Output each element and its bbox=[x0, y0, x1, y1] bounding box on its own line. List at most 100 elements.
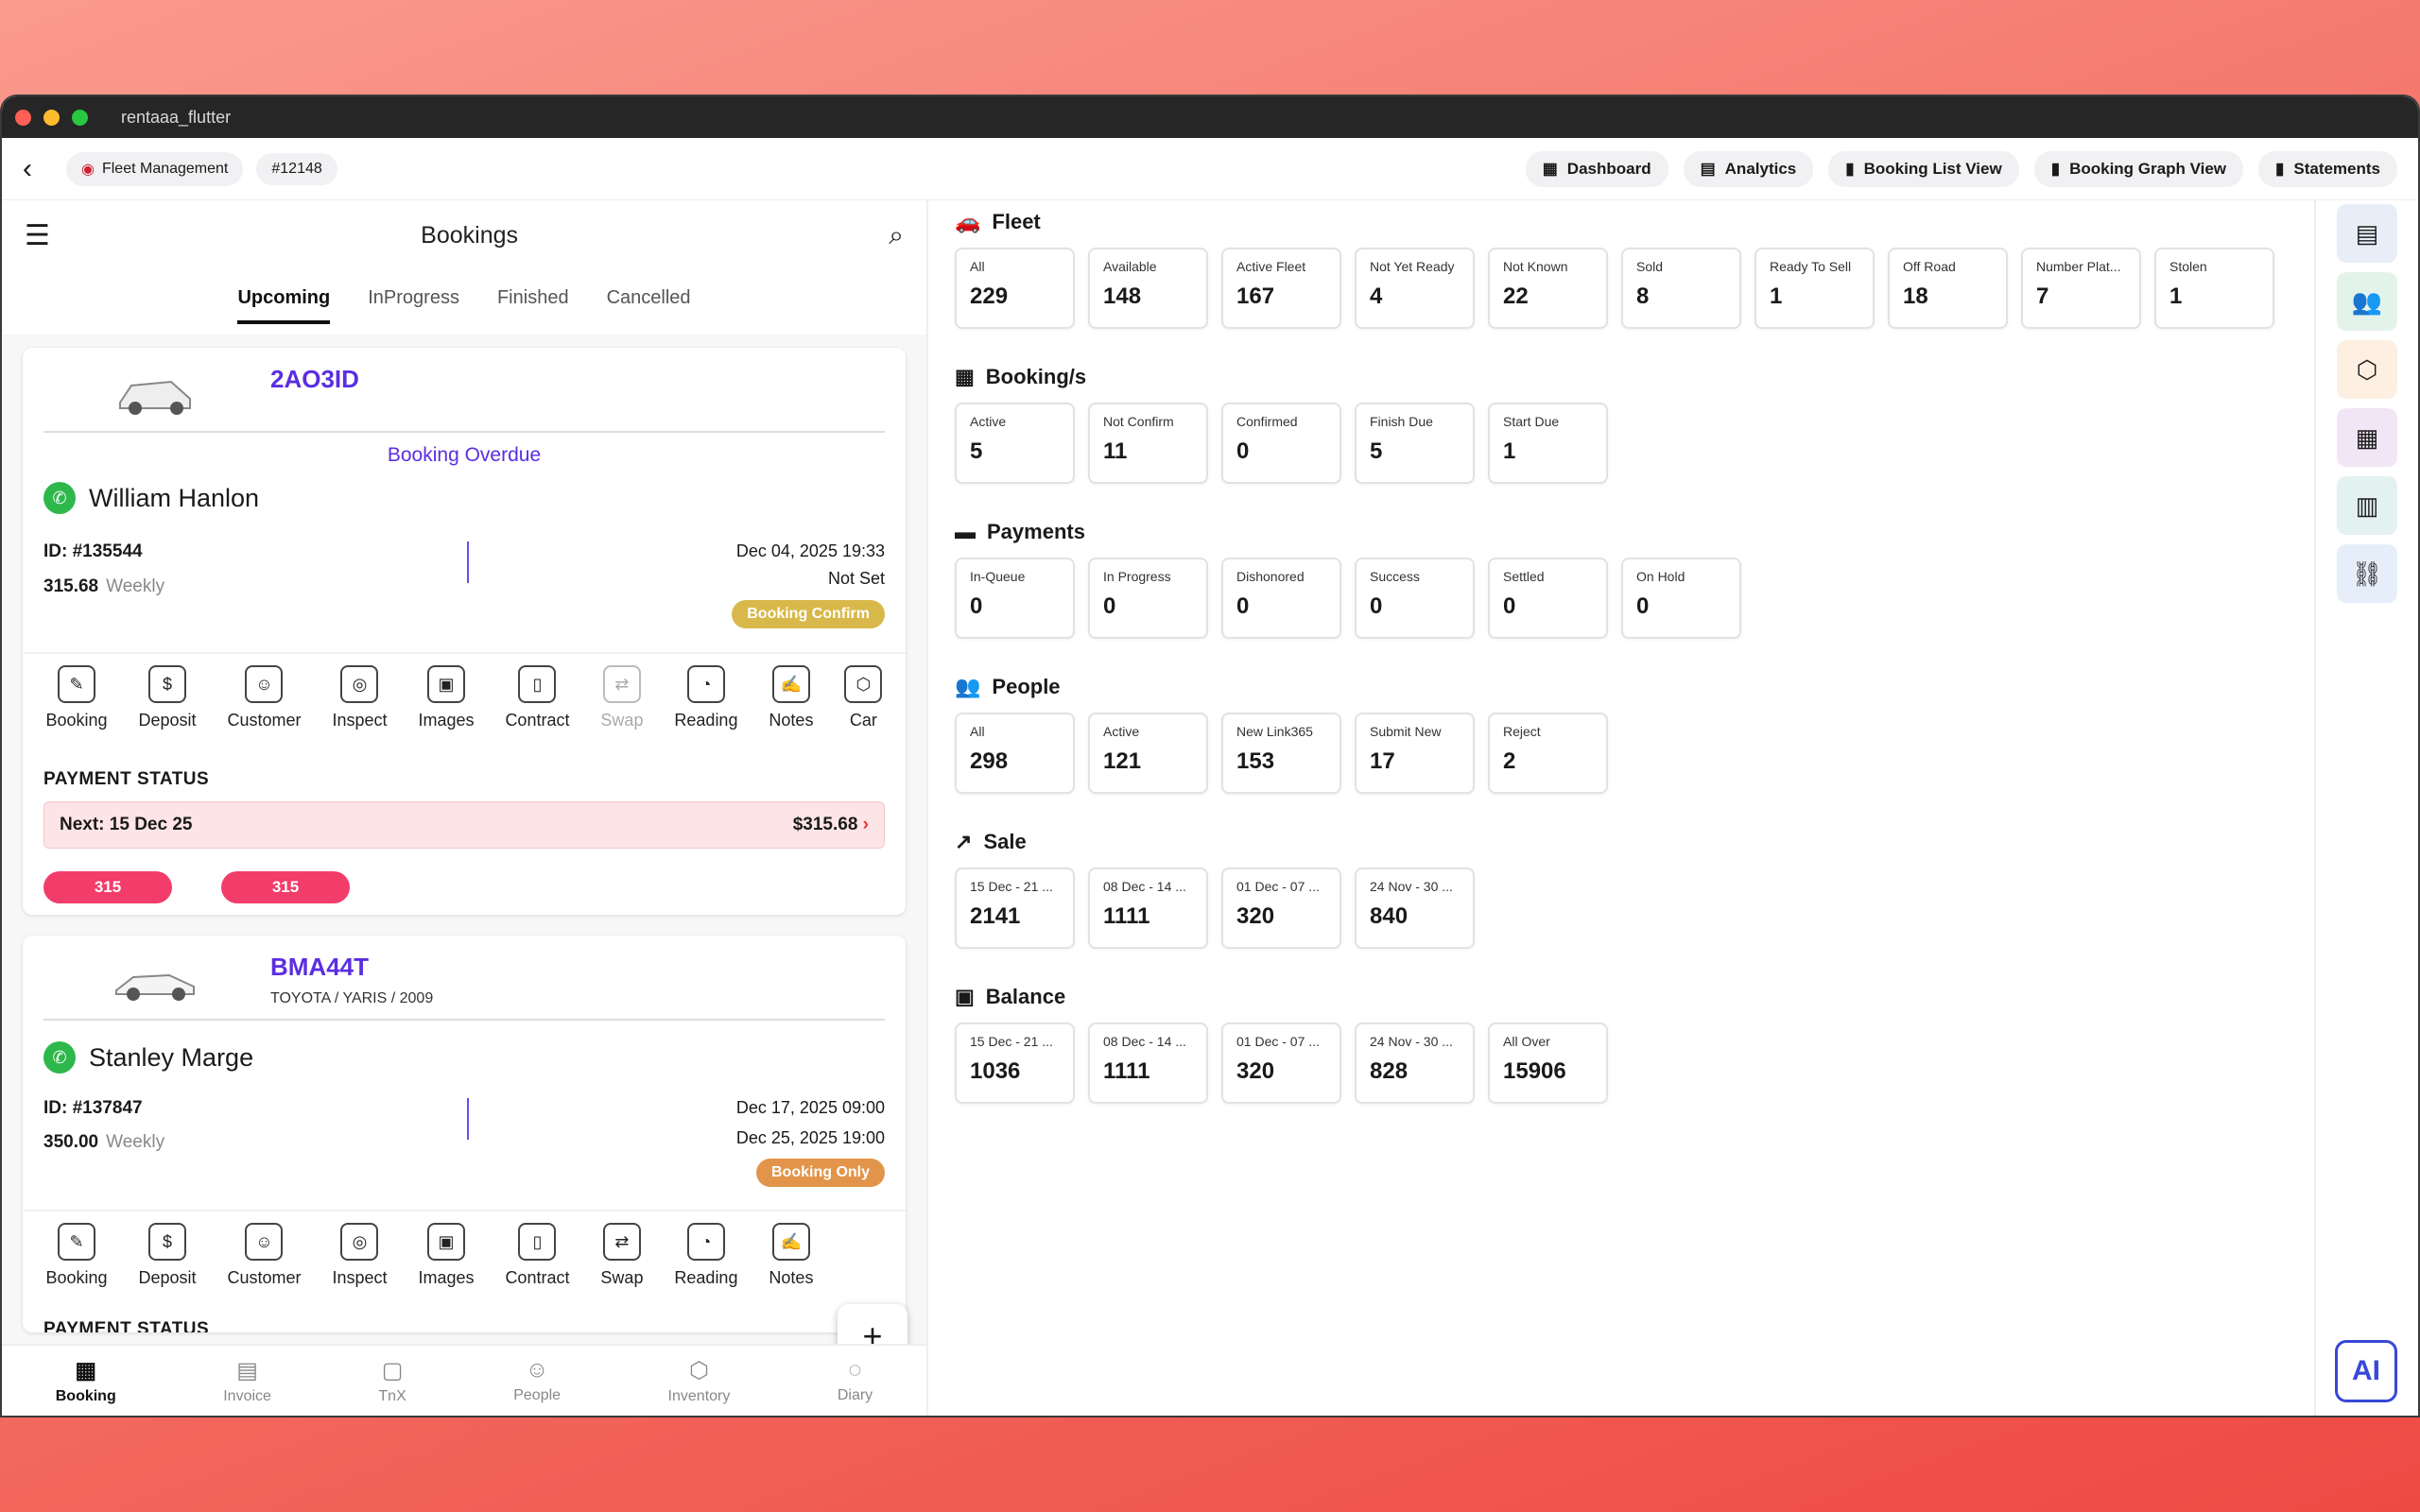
menu-icon[interactable]: ☰ bbox=[25, 219, 50, 251]
nav-diary[interactable]: ◌ Diary bbox=[837, 1357, 873, 1403]
stat-tile[interactable]: 15 Dec - 21 ... 2141 bbox=[955, 868, 1075, 949]
stat-tile[interactable]: In Progress 0 bbox=[1088, 558, 1208, 639]
stat-tile[interactable]: Off Road 18 bbox=[1888, 248, 2008, 329]
action-car[interactable]: ⬡ Car bbox=[844, 665, 883, 748]
booking-card[interactable]: 2AO3ID Booking Overdue ✆ William Hanlon I… bbox=[23, 348, 906, 915]
action-images[interactable]: ▣ Images bbox=[418, 665, 474, 748]
stat-tile[interactable]: 01 Dec - 07 ... 320 bbox=[1221, 1022, 1341, 1104]
stat-tile[interactable]: 24 Nov - 30 ... 840 bbox=[1355, 868, 1475, 949]
customer-row[interactable]: ✆ William Hanlon bbox=[43, 482, 259, 514]
ai-assistant-button[interactable]: AI bbox=[2335, 1340, 2397, 1402]
stat-tile[interactable]: New Link365 153 bbox=[1221, 713, 1341, 794]
stat-tile[interactable]: Sold 8 bbox=[1621, 248, 1741, 329]
analytics-button[interactable]: ▤ Analytics bbox=[1683, 150, 1814, 187]
status-badge[interactable]: Booking Confirm bbox=[732, 600, 885, 628]
payment-pill[interactable]: 315 bbox=[221, 871, 350, 903]
box-icon[interactable]: ⬡ bbox=[2337, 340, 2397, 399]
action-swap[interactable]: ⇄ Swap bbox=[600, 1223, 643, 1306]
people-icon: ☺ bbox=[525, 1357, 549, 1383]
nav-invoice[interactable]: ▤ Invoice bbox=[223, 1357, 271, 1404]
link-icon[interactable]: ⛓ bbox=[2337, 544, 2397, 603]
car-plate[interactable]: 2AO3ID bbox=[270, 365, 359, 393]
fleet-management-chip[interactable]: ◉ Fleet Management bbox=[66, 151, 244, 186]
action-swap[interactable]: ⇄ Swap bbox=[600, 665, 643, 748]
stat-tile[interactable]: Not Yet Ready 4 bbox=[1355, 248, 1475, 329]
action-notes[interactable]: ✍ Notes bbox=[769, 1223, 813, 1306]
status-badge[interactable]: Booking Only bbox=[756, 1159, 885, 1187]
tab-inprogress[interactable]: InProgress bbox=[368, 287, 459, 308]
minimize-window-button[interactable] bbox=[43, 109, 60, 126]
stat-tile[interactable]: Settled 0 bbox=[1488, 558, 1608, 639]
next-payment-row[interactable]: Next: 15 Dec 25 $315.68 › bbox=[43, 801, 885, 849]
stat-tile[interactable]: 24 Nov - 30 ... 828 bbox=[1355, 1022, 1475, 1104]
card-actions: ✎ Booking $ Deposit ☺ Customer ◎ Inspect ▣ Im… bbox=[23, 1210, 906, 1306]
stat-tile[interactable]: Not Confirm 11 bbox=[1088, 403, 1208, 484]
stat-tile[interactable]: Stolen 1 bbox=[2154, 248, 2274, 329]
nav-tnx[interactable]: ▢ TnX bbox=[378, 1357, 406, 1404]
payment-pill[interactable]: 315 bbox=[43, 871, 172, 903]
phone-icon[interactable]: ✆ bbox=[43, 482, 76, 514]
action-deposit[interactable]: $ Deposit bbox=[138, 665, 197, 748]
people-section: 👥 People All 298 Active 121 New Link365 153 Sub… bbox=[955, 675, 1608, 794]
close-window-button[interactable] bbox=[15, 109, 31, 126]
dashboard-button[interactable]: ▦ Dashboard bbox=[1525, 150, 1668, 187]
back-arrow-icon[interactable]: ‹ bbox=[23, 152, 32, 184]
action-booking[interactable]: ✎ Booking bbox=[45, 1223, 108, 1306]
tab-finished[interactable]: Finished bbox=[496, 287, 569, 308]
action-contract[interactable]: ▯ Contract bbox=[505, 665, 569, 748]
stat-tile[interactable]: Dishonored 0 bbox=[1221, 558, 1341, 639]
search-icon[interactable]: ⌕ bbox=[889, 219, 904, 249]
maximize-window-button[interactable] bbox=[72, 109, 88, 126]
booking-card[interactable]: BMA44T TOYOTA / YARIS / 2009 ✆ Stanley Ma… bbox=[23, 936, 906, 1332]
action-images[interactable]: ▣ Images bbox=[418, 1223, 474, 1306]
stat-tile[interactable]: Confirmed 0 bbox=[1221, 403, 1341, 484]
stat-tile[interactable]: 08 Dec - 14 ... 1111 bbox=[1088, 1022, 1208, 1104]
action-inspect[interactable]: ◎ Inspect bbox=[332, 665, 388, 748]
stat-tile[interactable]: Number Plat... 7 bbox=[2021, 248, 2141, 329]
nav-inventory[interactable]: ⬡ Inventory bbox=[667, 1357, 731, 1404]
report-icon[interactable]: ▥ bbox=[2337, 476, 2397, 535]
stat-tile[interactable]: Reject 2 bbox=[1488, 713, 1608, 794]
action-reading[interactable]: ◔ Reading bbox=[674, 1223, 737, 1306]
stat-tile[interactable]: Ready To Sell 1 bbox=[1754, 248, 1875, 329]
action-deposit[interactable]: $ Deposit bbox=[138, 1223, 197, 1306]
id-chip[interactable]: #12148 bbox=[256, 152, 337, 185]
stat-tile[interactable]: In-Queue 0 bbox=[955, 558, 1075, 639]
stat-tile[interactable]: Active 121 bbox=[1088, 713, 1208, 794]
tab-cancelled[interactable]: Cancelled bbox=[606, 287, 691, 308]
nav-people[interactable]: ☺ People bbox=[513, 1357, 562, 1403]
stat-tile[interactable]: Success 0 bbox=[1355, 558, 1475, 639]
stat-tile[interactable]: Finish Due 5 bbox=[1355, 403, 1475, 484]
stat-tile[interactable]: Active Fleet 167 bbox=[1221, 248, 1341, 329]
phone-icon[interactable]: ✆ bbox=[43, 1041, 76, 1074]
users-icon[interactable]: 👥 bbox=[2337, 272, 2397, 331]
stat-tile[interactable]: 01 Dec - 07 ... 320 bbox=[1221, 868, 1341, 949]
stat-tile[interactable]: Available 148 bbox=[1088, 248, 1208, 329]
booking-graph-view-button[interactable]: ▮ Booking Graph View bbox=[2033, 150, 2243, 187]
stat-tile[interactable]: Active 5 bbox=[955, 403, 1075, 484]
stat-tile[interactable]: On Hold 0 bbox=[1621, 558, 1741, 639]
action-contract[interactable]: ▯ Contract bbox=[505, 1223, 569, 1306]
action-reading[interactable]: ◔ Reading bbox=[674, 665, 737, 748]
stat-tile[interactable]: All 298 bbox=[955, 713, 1075, 794]
newspaper-icon[interactable]: ▦ bbox=[2337, 408, 2397, 467]
action-inspect[interactable]: ◎ Inspect bbox=[332, 1223, 388, 1306]
tab-upcoming[interactable]: Upcoming bbox=[237, 287, 331, 324]
action-notes[interactable]: ✍ Notes bbox=[769, 665, 813, 748]
stat-tile[interactable]: All 229 bbox=[955, 248, 1075, 329]
booking-list-view-button[interactable]: ▮ Booking List View bbox=[1828, 150, 2019, 187]
document-icon[interactable]: ▤ bbox=[2337, 204, 2397, 263]
stat-tile[interactable]: All Over 15906 bbox=[1488, 1022, 1608, 1104]
action-customer[interactable]: ☺ Customer bbox=[227, 665, 302, 748]
car-plate[interactable]: BMA44T bbox=[270, 953, 370, 981]
customer-row[interactable]: ✆ Stanley Marge bbox=[43, 1041, 253, 1074]
stat-tile[interactable]: Not Known 22 bbox=[1488, 248, 1608, 329]
stat-tile[interactable]: 15 Dec - 21 ... 1036 bbox=[955, 1022, 1075, 1104]
action-booking[interactable]: ✎ Booking bbox=[45, 665, 108, 748]
action-customer[interactable]: ☺ Customer bbox=[227, 1223, 302, 1306]
stat-tile[interactable]: 08 Dec - 14 ... 1111 bbox=[1088, 868, 1208, 949]
nav-booking[interactable]: ▦ Booking bbox=[55, 1357, 116, 1404]
stat-tile[interactable]: Submit New 17 bbox=[1355, 713, 1475, 794]
statements-button[interactable]: ▮ Statements bbox=[2258, 150, 2397, 187]
stat-tile[interactable]: Start Due 1 bbox=[1488, 403, 1608, 484]
